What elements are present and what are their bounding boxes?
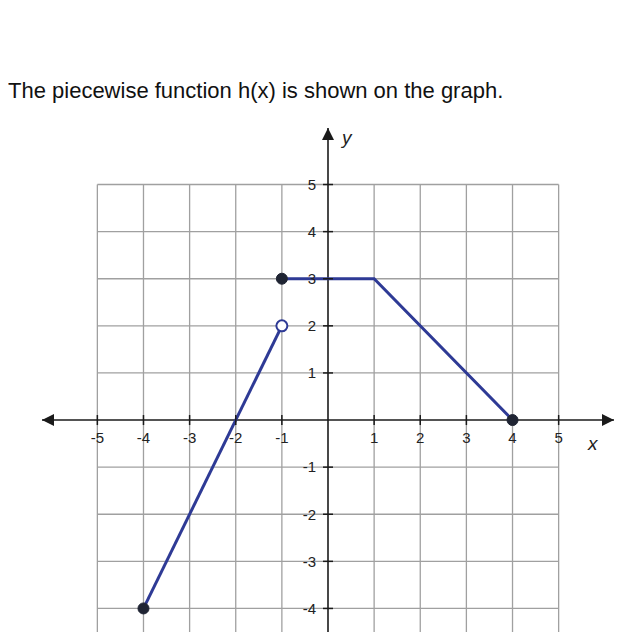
svg-text:-3: -3 bbox=[303, 553, 316, 570]
svg-text:-1: -1 bbox=[303, 458, 316, 475]
svg-text:1: 1 bbox=[308, 364, 316, 381]
svg-text:3: 3 bbox=[462, 429, 470, 446]
svg-text:4: 4 bbox=[508, 429, 516, 446]
svg-text:-2: -2 bbox=[229, 429, 242, 446]
svg-text:-5: -5 bbox=[91, 429, 104, 446]
svg-text:5: 5 bbox=[554, 429, 562, 446]
html-text:The piecewise function h(x) is: The piecewise function h(x) is shown on … bbox=[8, 78, 504, 103]
svg-text:-1: -1 bbox=[275, 429, 288, 446]
svg-text:3: 3 bbox=[308, 270, 316, 287]
svg-text:-4: -4 bbox=[137, 429, 150, 446]
svg-text:2: 2 bbox=[308, 317, 316, 334]
svg-text:2: 2 bbox=[416, 429, 424, 446]
svg-text:4: 4 bbox=[308, 223, 316, 240]
svg-text:x: x bbox=[587, 433, 599, 454]
svg-text:1: 1 bbox=[370, 429, 378, 446]
svg-text:-4: -4 bbox=[303, 600, 316, 617]
svg-text:-3: -3 bbox=[183, 429, 196, 446]
svg-text:5: 5 bbox=[308, 176, 316, 193]
svg-text:-2: -2 bbox=[303, 506, 316, 523]
svg-text:y: y bbox=[340, 127, 353, 148]
